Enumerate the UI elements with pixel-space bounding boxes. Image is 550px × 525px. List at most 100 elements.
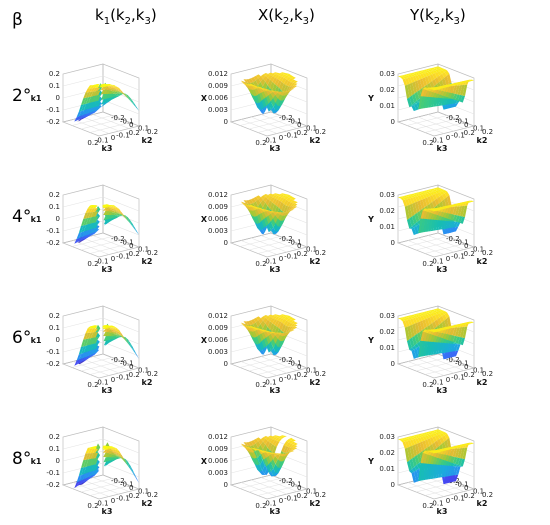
- surface-patch: [92, 205, 97, 208]
- surface-patch: [429, 87, 435, 89]
- surface-patch: [435, 67, 440, 70]
- surface-patch: [275, 213, 280, 219]
- surface-patch: [411, 227, 417, 235]
- surface-patch: [280, 98, 286, 107]
- surface-patch: [451, 351, 456, 358]
- surface-plot-x-row-4: 0.012 0.009 0.006 0.003 0 X 0.2 0.1 0 -0.1 -0.2 k3-…: [201, 415, 326, 516]
- k3-tick-label: -0.2: [461, 250, 475, 258]
- surface-patch: [113, 91, 118, 94]
- surface-patch: [427, 313, 433, 318]
- surface-patch: [444, 447, 450, 449]
- surface-patch: [280, 338, 286, 348]
- surface-patch: [260, 460, 265, 471]
- surface-patch: [402, 441, 408, 449]
- surface-patch: [242, 445, 247, 447]
- surface-patch: [245, 205, 250, 211]
- surface-patch: [74, 481, 79, 489]
- z-tick-label: 0: [224, 239, 228, 247]
- surface-patch: [256, 86, 261, 88]
- surface-patch: [286, 201, 291, 207]
- surface-patch: [283, 85, 289, 93]
- surface-patch: [111, 338, 116, 342]
- surface-patch: [417, 316, 423, 322]
- surface-patch: [115, 89, 120, 92]
- surface-patch: [443, 460, 448, 466]
- surface-patch: [453, 466, 458, 476]
- surface-patch: [276, 80, 282, 88]
- surface-patch: [440, 189, 445, 192]
- k2-tick-label: 0.1: [138, 246, 149, 254]
- surface-patch: [243, 79, 249, 84]
- surface-patch: [110, 329, 115, 332]
- surface-patch: [429, 329, 435, 331]
- surface-patch: [254, 343, 260, 351]
- surface-patch: [77, 240, 83, 243]
- k3-tick-label: -0.2: [126, 371, 140, 379]
- grid-line: [424, 122, 466, 133]
- k2-axis-label: k2: [477, 136, 488, 145]
- surface-patch: [79, 110, 84, 117]
- surface-patch: [415, 196, 420, 202]
- surface-patch: [444, 206, 449, 209]
- surface-patch: [250, 334, 255, 344]
- surface-patch: [102, 85, 108, 88]
- z-tick-label: 0.02: [379, 207, 395, 215]
- surface-patch: [459, 82, 464, 84]
- surface-patch: [113, 333, 118, 335]
- k3-axis-label: k3: [437, 386, 448, 395]
- surface-patch: [415, 314, 420, 318]
- surface-patch: [427, 190, 433, 193]
- surface-patch: [86, 458, 91, 467]
- surface-patch: [267, 210, 273, 212]
- surface-patch: [436, 87, 442, 90]
- surface-patch: [255, 78, 261, 86]
- grid-line: [102, 220, 140, 236]
- surface-patch: [441, 86, 447, 88]
- surface-patch: [104, 221, 109, 226]
- surface-patch: [444, 85, 449, 88]
- surface-patch: [290, 200, 296, 204]
- surface-patch: [88, 453, 93, 460]
- z-axis-label: k1: [31, 94, 42, 103]
- surface-patch: [432, 450, 437, 452]
- surface-patch: [263, 196, 268, 203]
- surface-patch: [466, 80, 472, 82]
- surface-patch: [253, 201, 258, 209]
- surface-patch: [425, 87, 430, 91]
- surface-patch: [85, 453, 91, 460]
- surface-patch: [84, 479, 90, 483]
- surface-patch: [101, 102, 107, 107]
- surface-patch: [103, 87, 108, 90]
- surface-patch: [438, 342, 443, 354]
- surface-plot-y-row-3: 0.03 0.02 0.01 0 Y 0.2 0.1 0 -0.1 -0.2 k3 -0.2 -0.1 0…: [367, 294, 493, 395]
- surface-patch: [106, 215, 111, 220]
- surface-patch: [93, 87, 98, 92]
- surface-patch: [110, 207, 115, 210]
- surface-patch: [121, 335, 127, 341]
- surface-patch: [427, 451, 433, 456]
- k2-tick-label: 0: [297, 121, 301, 129]
- surface-patch: [93, 332, 98, 338]
- surface-patch: [256, 207, 261, 209]
- surface-patch: [464, 443, 470, 444]
- surface-patch: [103, 449, 108, 453]
- surface-patch: [249, 327, 255, 332]
- grid-line: [102, 196, 140, 212]
- surface-patch: [437, 453, 443, 459]
- surface-patch: [407, 97, 412, 108]
- surface-patch: [423, 311, 428, 314]
- surface-patch: [450, 99, 456, 104]
- surface-patch: [293, 322, 298, 325]
- surface-patch: [112, 87, 118, 90]
- k2-tick-label: -0.1: [288, 118, 302, 126]
- grid-line: [102, 99, 140, 115]
- surface-patch: [243, 442, 249, 446]
- surface-patch: [282, 314, 287, 317]
- surface-patch: [427, 450, 432, 452]
- grid-line: [82, 116, 120, 132]
- surface-patch: [103, 94, 109, 100]
- surface-patch: [89, 228, 94, 235]
- surface-patch: [437, 68, 443, 72]
- surface-patch: [290, 323, 296, 327]
